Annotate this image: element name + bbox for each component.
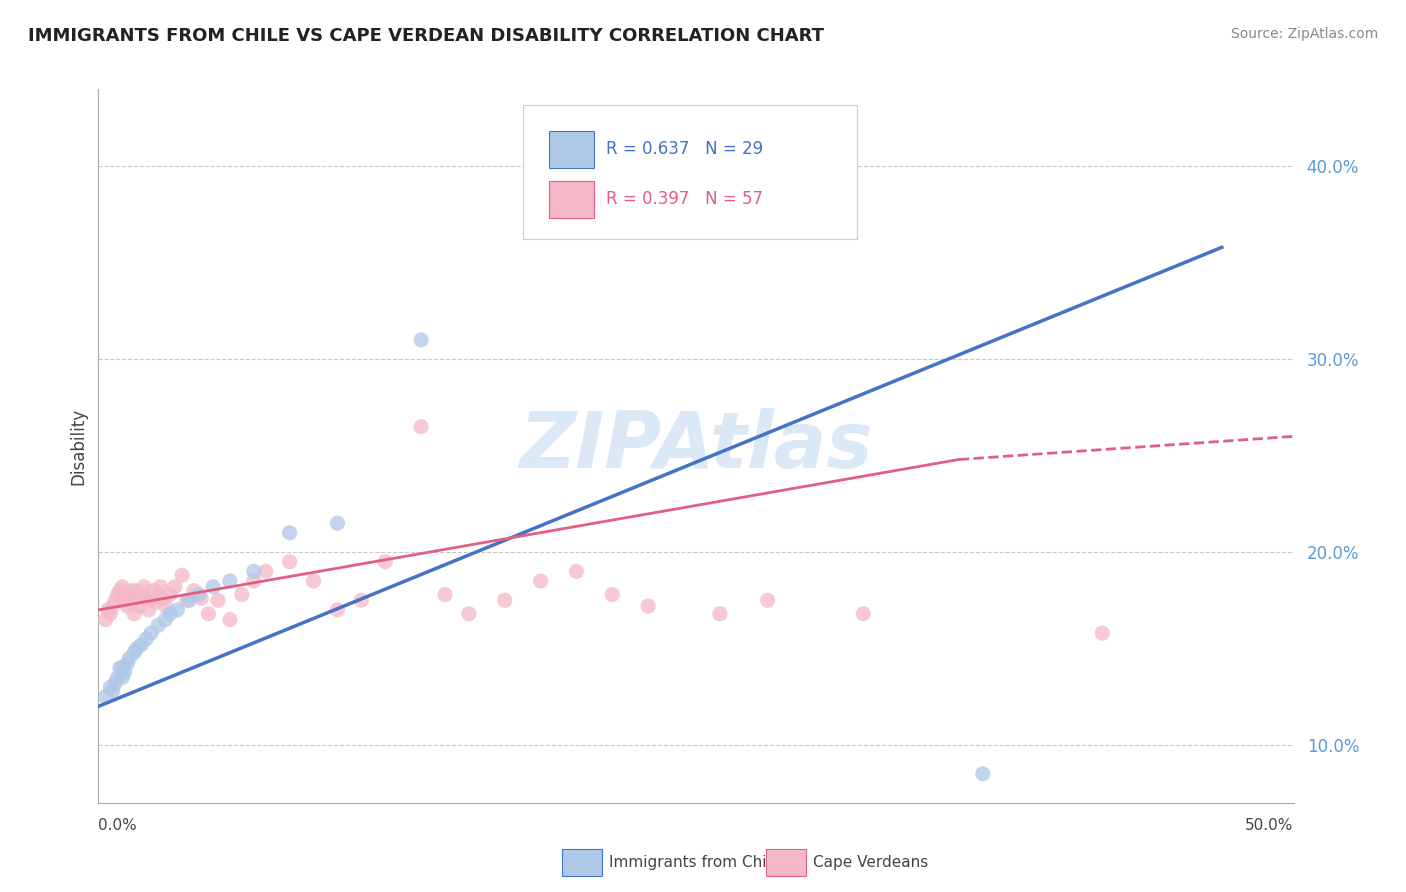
Point bbox=[411, 333, 433, 347]
Point bbox=[326, 516, 349, 530]
Point bbox=[98, 680, 122, 694]
Point bbox=[139, 593, 162, 607]
Point bbox=[107, 670, 129, 684]
Point bbox=[108, 583, 131, 598]
Point bbox=[104, 593, 127, 607]
Point bbox=[132, 580, 155, 594]
Point bbox=[139, 626, 162, 640]
Point bbox=[114, 587, 136, 601]
Point bbox=[326, 603, 349, 617]
Point bbox=[374, 555, 396, 569]
Point bbox=[148, 587, 170, 601]
Point bbox=[145, 595, 167, 609]
Point bbox=[302, 574, 325, 588]
Point bbox=[125, 641, 148, 656]
Point bbox=[565, 565, 588, 579]
Point bbox=[94, 613, 117, 627]
Y-axis label: Disability: Disability bbox=[69, 408, 87, 484]
Point bbox=[138, 603, 160, 617]
Point bbox=[111, 661, 134, 675]
Point bbox=[97, 603, 120, 617]
Point bbox=[104, 676, 127, 690]
Bar bbox=[548, 130, 595, 168]
Point bbox=[159, 587, 181, 601]
Point bbox=[131, 587, 153, 601]
Point bbox=[278, 525, 301, 540]
Point bbox=[124, 607, 146, 621]
Point bbox=[494, 593, 516, 607]
Text: ZIPAtlas: ZIPAtlas bbox=[519, 408, 873, 484]
Point bbox=[114, 665, 136, 679]
Point bbox=[176, 593, 198, 607]
Point bbox=[149, 580, 172, 594]
Point bbox=[142, 583, 165, 598]
Point bbox=[101, 684, 124, 698]
Point bbox=[183, 583, 205, 598]
Point bbox=[135, 632, 157, 646]
Point bbox=[107, 587, 129, 601]
Point bbox=[637, 599, 659, 613]
Text: 0.0%: 0.0% bbox=[98, 818, 138, 833]
Point bbox=[350, 593, 373, 607]
Point bbox=[458, 607, 481, 621]
Point bbox=[131, 638, 153, 652]
Text: Immigrants from Chile: Immigrants from Chile bbox=[609, 855, 780, 870]
Point bbox=[108, 661, 131, 675]
Point bbox=[115, 657, 138, 671]
Point bbox=[111, 580, 134, 594]
Point bbox=[98, 607, 122, 621]
Point bbox=[972, 767, 994, 781]
Point bbox=[94, 690, 117, 704]
FancyBboxPatch shape bbox=[523, 105, 858, 239]
Point bbox=[411, 419, 433, 434]
Point bbox=[243, 574, 266, 588]
Point bbox=[243, 565, 266, 579]
Point bbox=[125, 583, 148, 598]
Text: Source: ZipAtlas.com: Source: ZipAtlas.com bbox=[1230, 27, 1378, 41]
Point bbox=[179, 593, 201, 607]
Point bbox=[148, 618, 170, 632]
Point bbox=[124, 645, 146, 659]
Point bbox=[135, 591, 157, 606]
Point bbox=[172, 568, 194, 582]
Point bbox=[111, 670, 134, 684]
Point bbox=[709, 607, 731, 621]
Point bbox=[166, 603, 188, 617]
Point bbox=[278, 555, 301, 569]
Point bbox=[118, 591, 141, 606]
Text: R = 0.637   N = 29: R = 0.637 N = 29 bbox=[606, 140, 763, 158]
Point bbox=[197, 607, 219, 621]
Point bbox=[121, 583, 143, 598]
Point bbox=[101, 599, 124, 613]
Point bbox=[219, 613, 242, 627]
Point bbox=[124, 593, 146, 607]
Point bbox=[118, 651, 141, 665]
Text: Cape Verdeans: Cape Verdeans bbox=[813, 855, 928, 870]
Point bbox=[128, 599, 150, 613]
Point bbox=[254, 565, 277, 579]
Point bbox=[163, 580, 186, 594]
Point bbox=[231, 587, 253, 601]
Point bbox=[1091, 626, 1114, 640]
Point bbox=[852, 607, 875, 621]
Point bbox=[155, 613, 177, 627]
Point bbox=[202, 580, 225, 594]
Point bbox=[190, 591, 212, 606]
Point bbox=[600, 587, 623, 601]
Point bbox=[159, 607, 181, 621]
Point bbox=[219, 574, 242, 588]
Point bbox=[756, 593, 779, 607]
Point bbox=[207, 593, 229, 607]
Point bbox=[111, 593, 134, 607]
Point bbox=[187, 587, 209, 601]
Text: R = 0.397   N = 57: R = 0.397 N = 57 bbox=[606, 190, 763, 208]
Text: IMMIGRANTS FROM CHILE VS CAPE VERDEAN DISABILITY CORRELATION CHART: IMMIGRANTS FROM CHILE VS CAPE VERDEAN DI… bbox=[28, 27, 824, 45]
Point bbox=[152, 591, 174, 606]
Point bbox=[433, 587, 456, 601]
Point bbox=[115, 599, 138, 613]
Point bbox=[155, 599, 177, 613]
Bar bbox=[548, 180, 595, 218]
Point bbox=[529, 574, 551, 588]
Text: 50.0%: 50.0% bbox=[1246, 818, 1294, 833]
